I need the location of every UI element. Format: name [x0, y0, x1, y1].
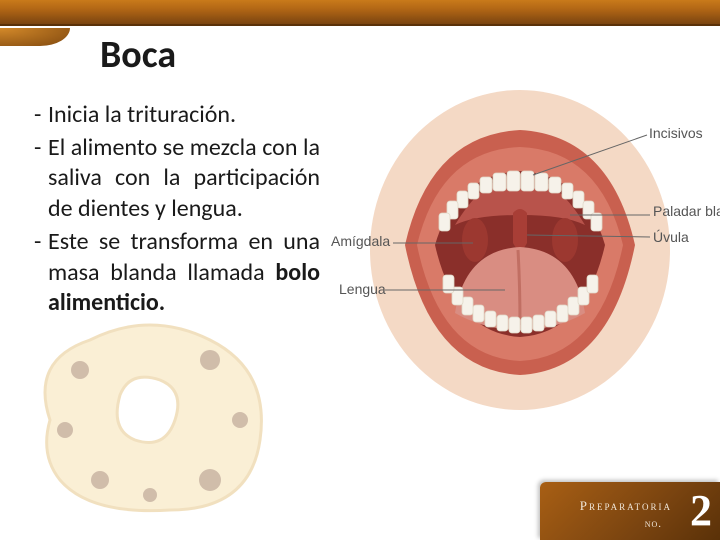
tonsil-right: [552, 218, 578, 262]
top-accent-swoosh: [0, 28, 70, 46]
label-uvula: Úvula: [653, 229, 689, 245]
bullet-2-text: El alimento se mezcla con la saliva con …: [48, 133, 320, 223]
top-bar: [0, 0, 720, 26]
bullet-1-text: Inicia la trituración.: [48, 100, 236, 129]
slide-body: -Inicia la trituración. -El alimento se …: [20, 100, 320, 321]
badge-no: no.: [645, 518, 662, 530]
label-lengua: Lengua: [339, 281, 386, 297]
label-amigdala: Amígdala: [331, 233, 390, 249]
mouth-diagram: Amígdala Lengua Incisivos Paladar blando…: [335, 75, 705, 415]
bullet-1: -Inicia la trituración.: [20, 100, 320, 131]
slide-title: Boca: [100, 32, 176, 78]
bullet-2: -El alimento se mezcla con la saliva con…: [20, 133, 320, 225]
uvula: [513, 209, 527, 250]
footer-badge: Preparatoria no. 2: [530, 470, 720, 540]
badge-label: Preparatoria: [580, 498, 672, 514]
badge-number: 2: [690, 485, 712, 536]
tonsil-left: [462, 218, 488, 262]
background-cookie-graphic: [10, 300, 290, 520]
label-paladar-blando: Paladar blando: [653, 203, 720, 219]
label-incisivos: Incisivos: [649, 125, 703, 141]
bullet-3: -Este se transforma en una masa blanda l…: [20, 227, 320, 319]
